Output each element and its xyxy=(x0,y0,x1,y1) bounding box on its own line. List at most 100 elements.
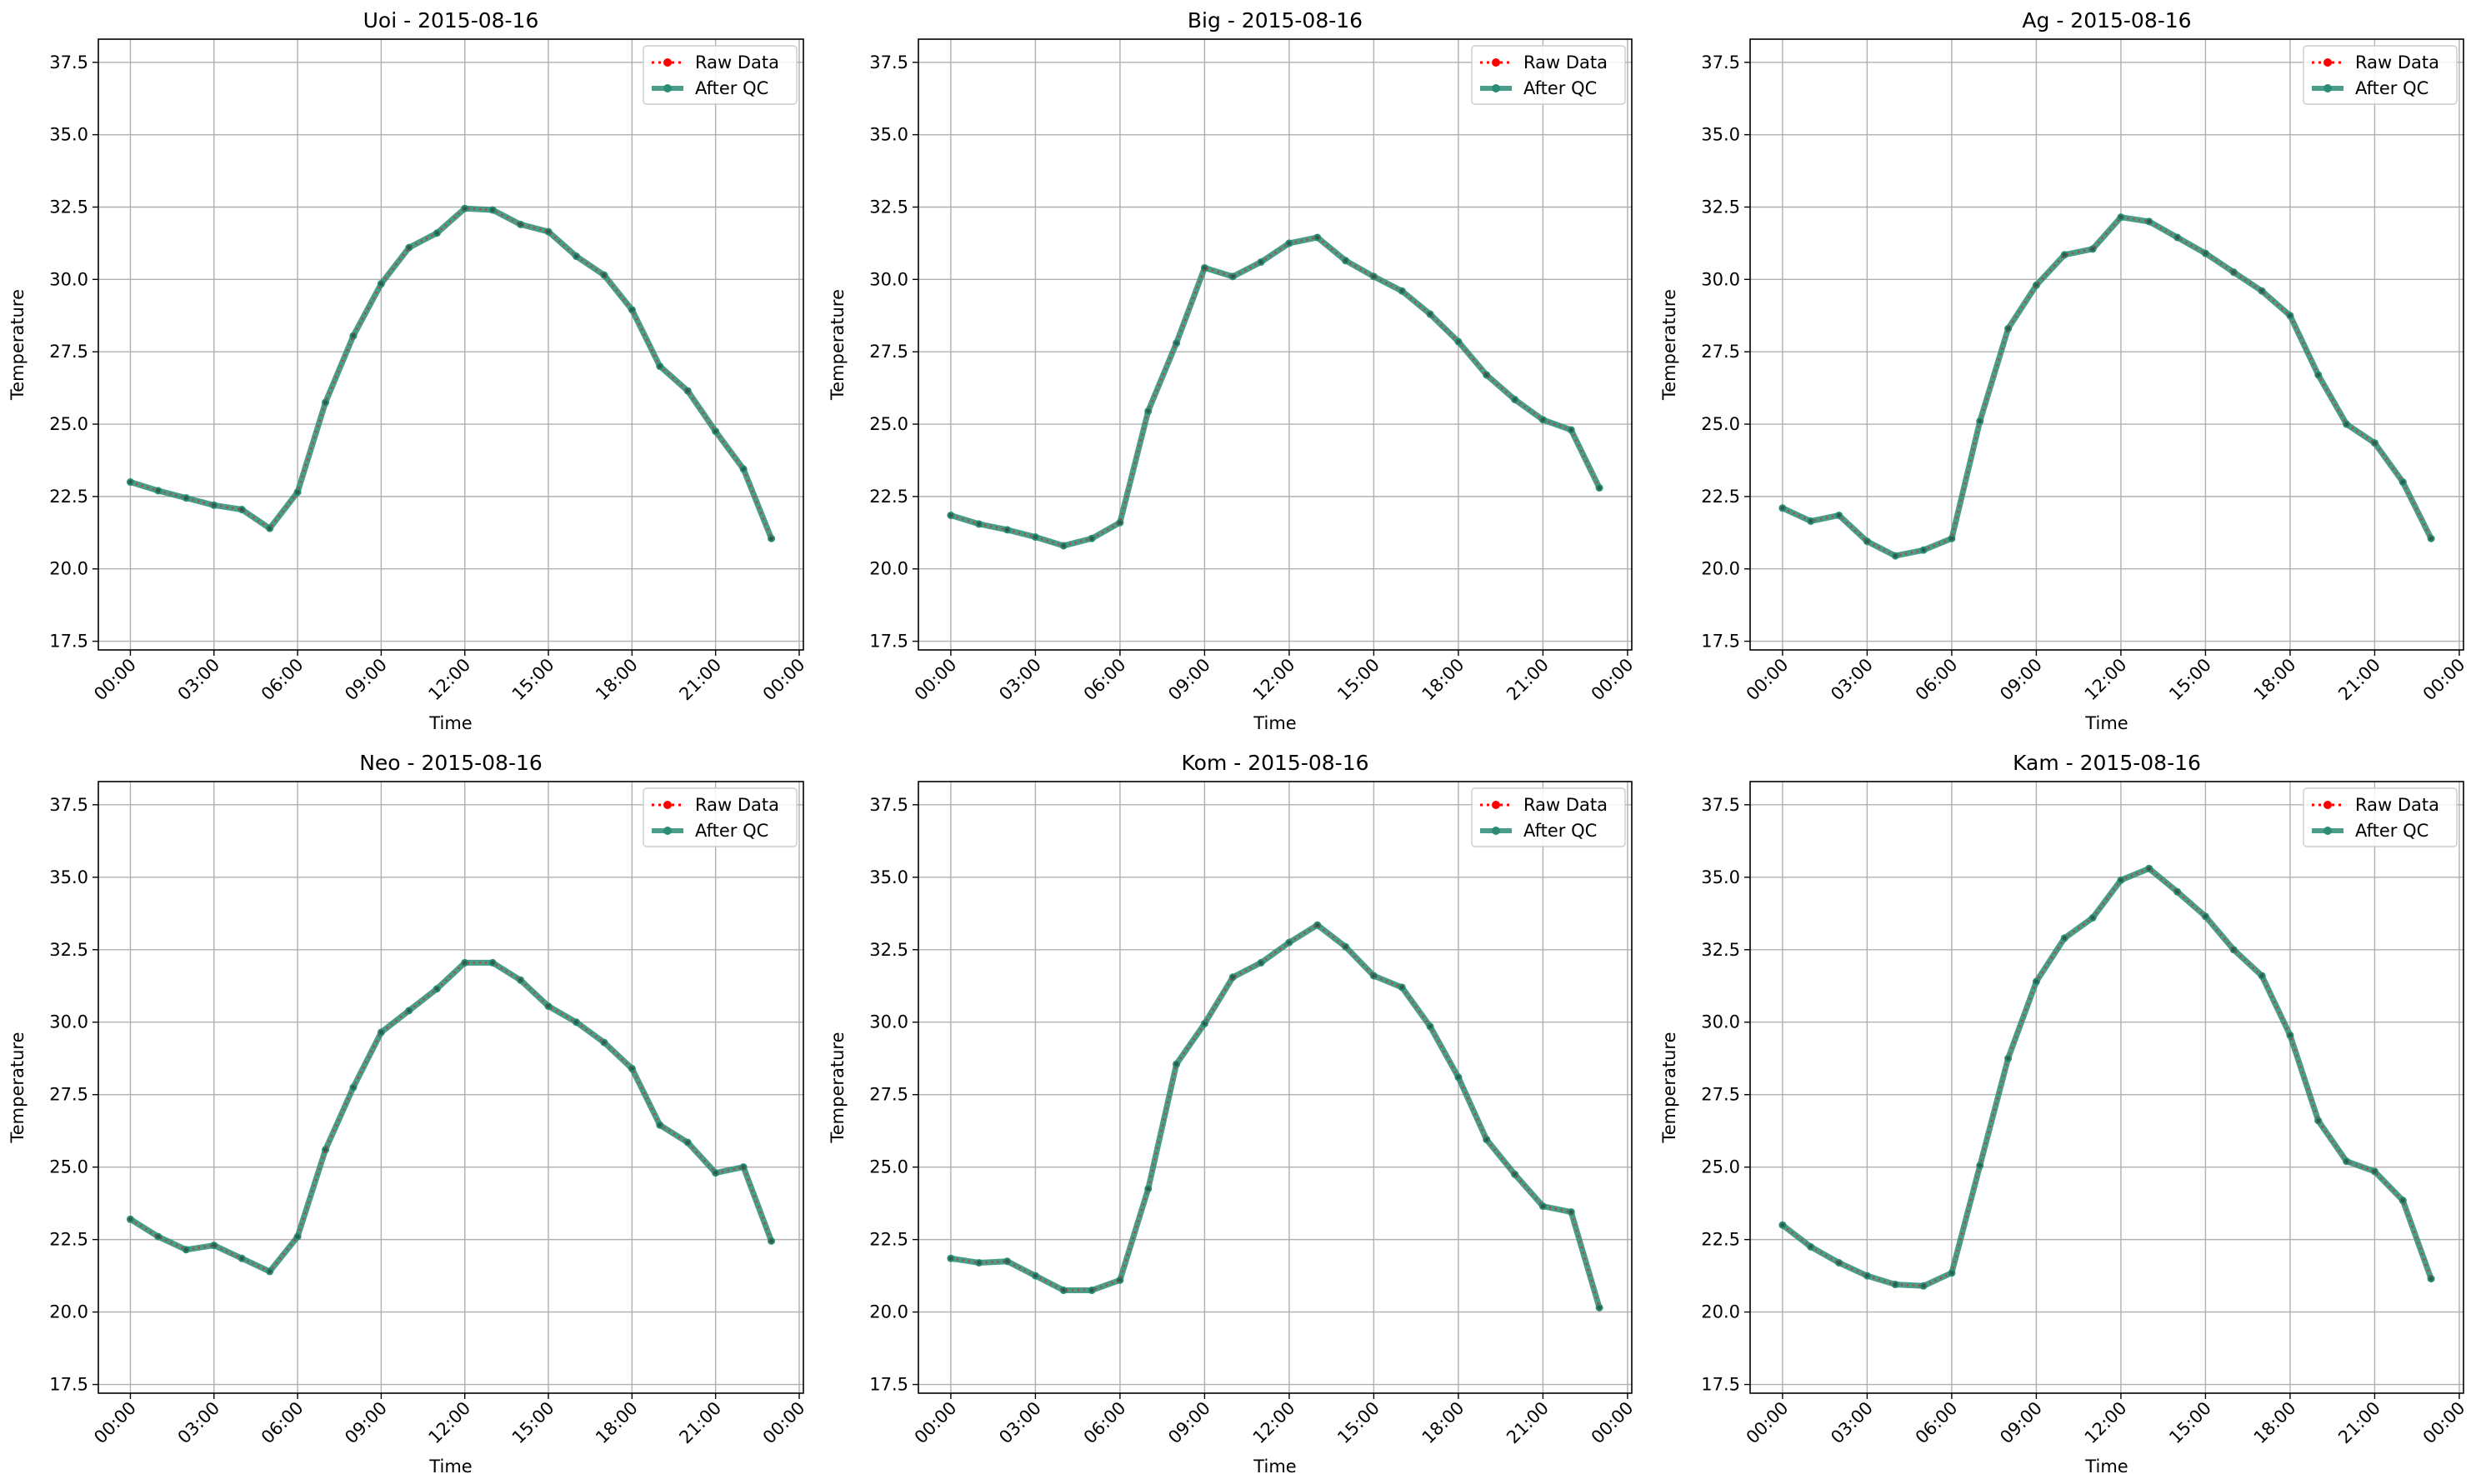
x-tick-label: 15:00 xyxy=(2165,1398,2215,1448)
data-point-raw xyxy=(1568,427,1573,432)
legend-marker-after-qc xyxy=(1492,827,1500,835)
x-tick-label: 21:00 xyxy=(1503,655,1553,705)
y-tick-label: 35.0 xyxy=(1701,867,1740,887)
x-tick-label: 06:00 xyxy=(1912,655,1962,705)
x-tick-label: 00:00 xyxy=(1743,655,1793,705)
data-point-raw xyxy=(2175,235,2179,240)
legend-label-after-qc: After QC xyxy=(2355,78,2428,98)
x-tick-label: 15:00 xyxy=(508,1398,558,1448)
y-tick-label: 25.0 xyxy=(49,414,88,434)
y-tick-label: 27.5 xyxy=(869,1085,908,1105)
data-point-raw xyxy=(1949,536,1954,541)
data-point-raw xyxy=(741,1165,746,1170)
x-tick-label: 09:00 xyxy=(341,1398,391,1448)
data-point-raw xyxy=(1287,940,1292,945)
x-tick-label: 12:00 xyxy=(2081,655,2131,705)
data-point-raw xyxy=(1089,536,1094,541)
data-point-raw xyxy=(1203,266,1207,270)
y-tick-label: 30.0 xyxy=(1701,1012,1740,1032)
data-point-raw xyxy=(741,467,746,472)
data-point-raw xyxy=(2344,1159,2348,1164)
data-point-raw xyxy=(1484,1137,1489,1142)
chart-title: Neo - 2015-08-16 xyxy=(359,751,543,775)
data-point-raw xyxy=(1949,1271,1954,1276)
data-point-raw xyxy=(434,987,439,992)
data-point-raw xyxy=(1061,1288,1066,1292)
data-point-raw xyxy=(1118,1277,1123,1282)
data-point-raw xyxy=(1146,409,1151,413)
data-point-raw xyxy=(323,1147,328,1152)
data-point-raw xyxy=(1174,341,1178,346)
data-point-raw xyxy=(2316,372,2321,377)
data-point-raw xyxy=(1287,241,1292,246)
data-point-raw xyxy=(128,1217,133,1222)
chart-panel: 17.5 20.0 22.5 25.0 27.5 30.0 32.5 35.0 37.5 00:0… xyxy=(1659,751,2468,1477)
chart-title: Uoi - 2015-08-16 xyxy=(363,8,539,32)
legend-label-after-qc: After QC xyxy=(695,78,768,98)
data-point-raw xyxy=(1893,1282,1898,1287)
data-point-raw xyxy=(658,364,663,368)
x-tick-label: 09:00 xyxy=(1164,1398,1214,1448)
data-point-raw xyxy=(2428,536,2433,541)
y-tick-label: 17.5 xyxy=(869,1375,908,1395)
data-point-raw xyxy=(490,207,495,212)
x-tick-label: 06:00 xyxy=(258,1398,308,1448)
data-point-raw xyxy=(1033,535,1038,539)
data-point-raw xyxy=(1837,513,1841,517)
data-point-raw xyxy=(2231,947,2236,952)
data-point-raw xyxy=(1258,961,1263,965)
data-point-raw xyxy=(1780,506,1785,511)
data-point-raw xyxy=(1978,419,1983,423)
data-point-raw xyxy=(1921,547,1926,552)
y-tick-label: 25.0 xyxy=(869,414,908,434)
axes-frame xyxy=(98,781,804,1394)
data-point-raw xyxy=(379,282,383,286)
data-point-raw xyxy=(2062,252,2067,257)
data-point-raw xyxy=(1837,1261,1841,1265)
y-tick-label: 35.0 xyxy=(49,867,88,887)
data-point-raw xyxy=(713,429,718,434)
chart-panel: 17.5 20.0 22.5 25.0 27.5 30.0 32.5 35.0 37.5 00:0… xyxy=(8,8,809,733)
data-point-raw xyxy=(1033,1273,1038,1278)
data-point-raw xyxy=(2034,979,2038,984)
data-point-raw xyxy=(212,1243,217,1247)
x-tick-label: 09:00 xyxy=(1996,655,2046,705)
chart-title: Ag - 2015-08-16 xyxy=(2022,8,2191,32)
data-point-raw xyxy=(156,1234,161,1239)
y-tick-label: 37.5 xyxy=(1701,52,1740,72)
data-point-raw xyxy=(351,1085,356,1090)
data-point-raw xyxy=(2259,973,2264,978)
data-point-raw xyxy=(1005,1259,1009,1264)
data-point-raw xyxy=(2400,1198,2405,1203)
data-point-raw xyxy=(1315,922,1320,927)
series-line-raw-data xyxy=(950,923,1601,1308)
legend-marker-raw-data xyxy=(663,801,672,809)
y-tick-label: 25.0 xyxy=(1701,1157,1740,1177)
y-axis-label: Temperature xyxy=(1659,1032,1679,1143)
y-tick-label: 22.5 xyxy=(1701,487,1740,507)
y-tick-label: 32.5 xyxy=(1701,940,1740,960)
x-tick-label: 00:00 xyxy=(2419,1398,2469,1448)
x-axis-label: Time xyxy=(428,713,472,733)
data-point-raw xyxy=(1174,1062,1178,1067)
y-tick-label: 35.0 xyxy=(1701,125,1740,145)
data-point-raw xyxy=(1428,1024,1433,1029)
legend-marker-after-qc xyxy=(663,84,672,92)
data-point-raw xyxy=(1513,397,1517,402)
data-point-raw xyxy=(2400,480,2405,484)
y-tick-label: 25.0 xyxy=(49,1157,88,1177)
data-point-raw xyxy=(490,961,495,965)
legend-label-raw-data: Raw Data xyxy=(695,795,779,815)
data-point-raw xyxy=(323,400,328,405)
data-point-raw xyxy=(602,272,607,277)
data-point-raw xyxy=(1399,985,1404,990)
y-tick-label: 20.0 xyxy=(869,559,908,579)
data-point-raw xyxy=(1808,519,1813,523)
data-point-raw xyxy=(2203,914,2208,919)
data-point-raw xyxy=(948,1256,953,1261)
legend-label-raw-data: Raw Data xyxy=(1523,795,1608,815)
x-tick-label: 00:00 xyxy=(1743,1398,1793,1448)
data-point-raw xyxy=(2090,247,2095,252)
data-point-raw xyxy=(574,254,578,258)
x-axis-label: Time xyxy=(1253,1457,1296,1477)
